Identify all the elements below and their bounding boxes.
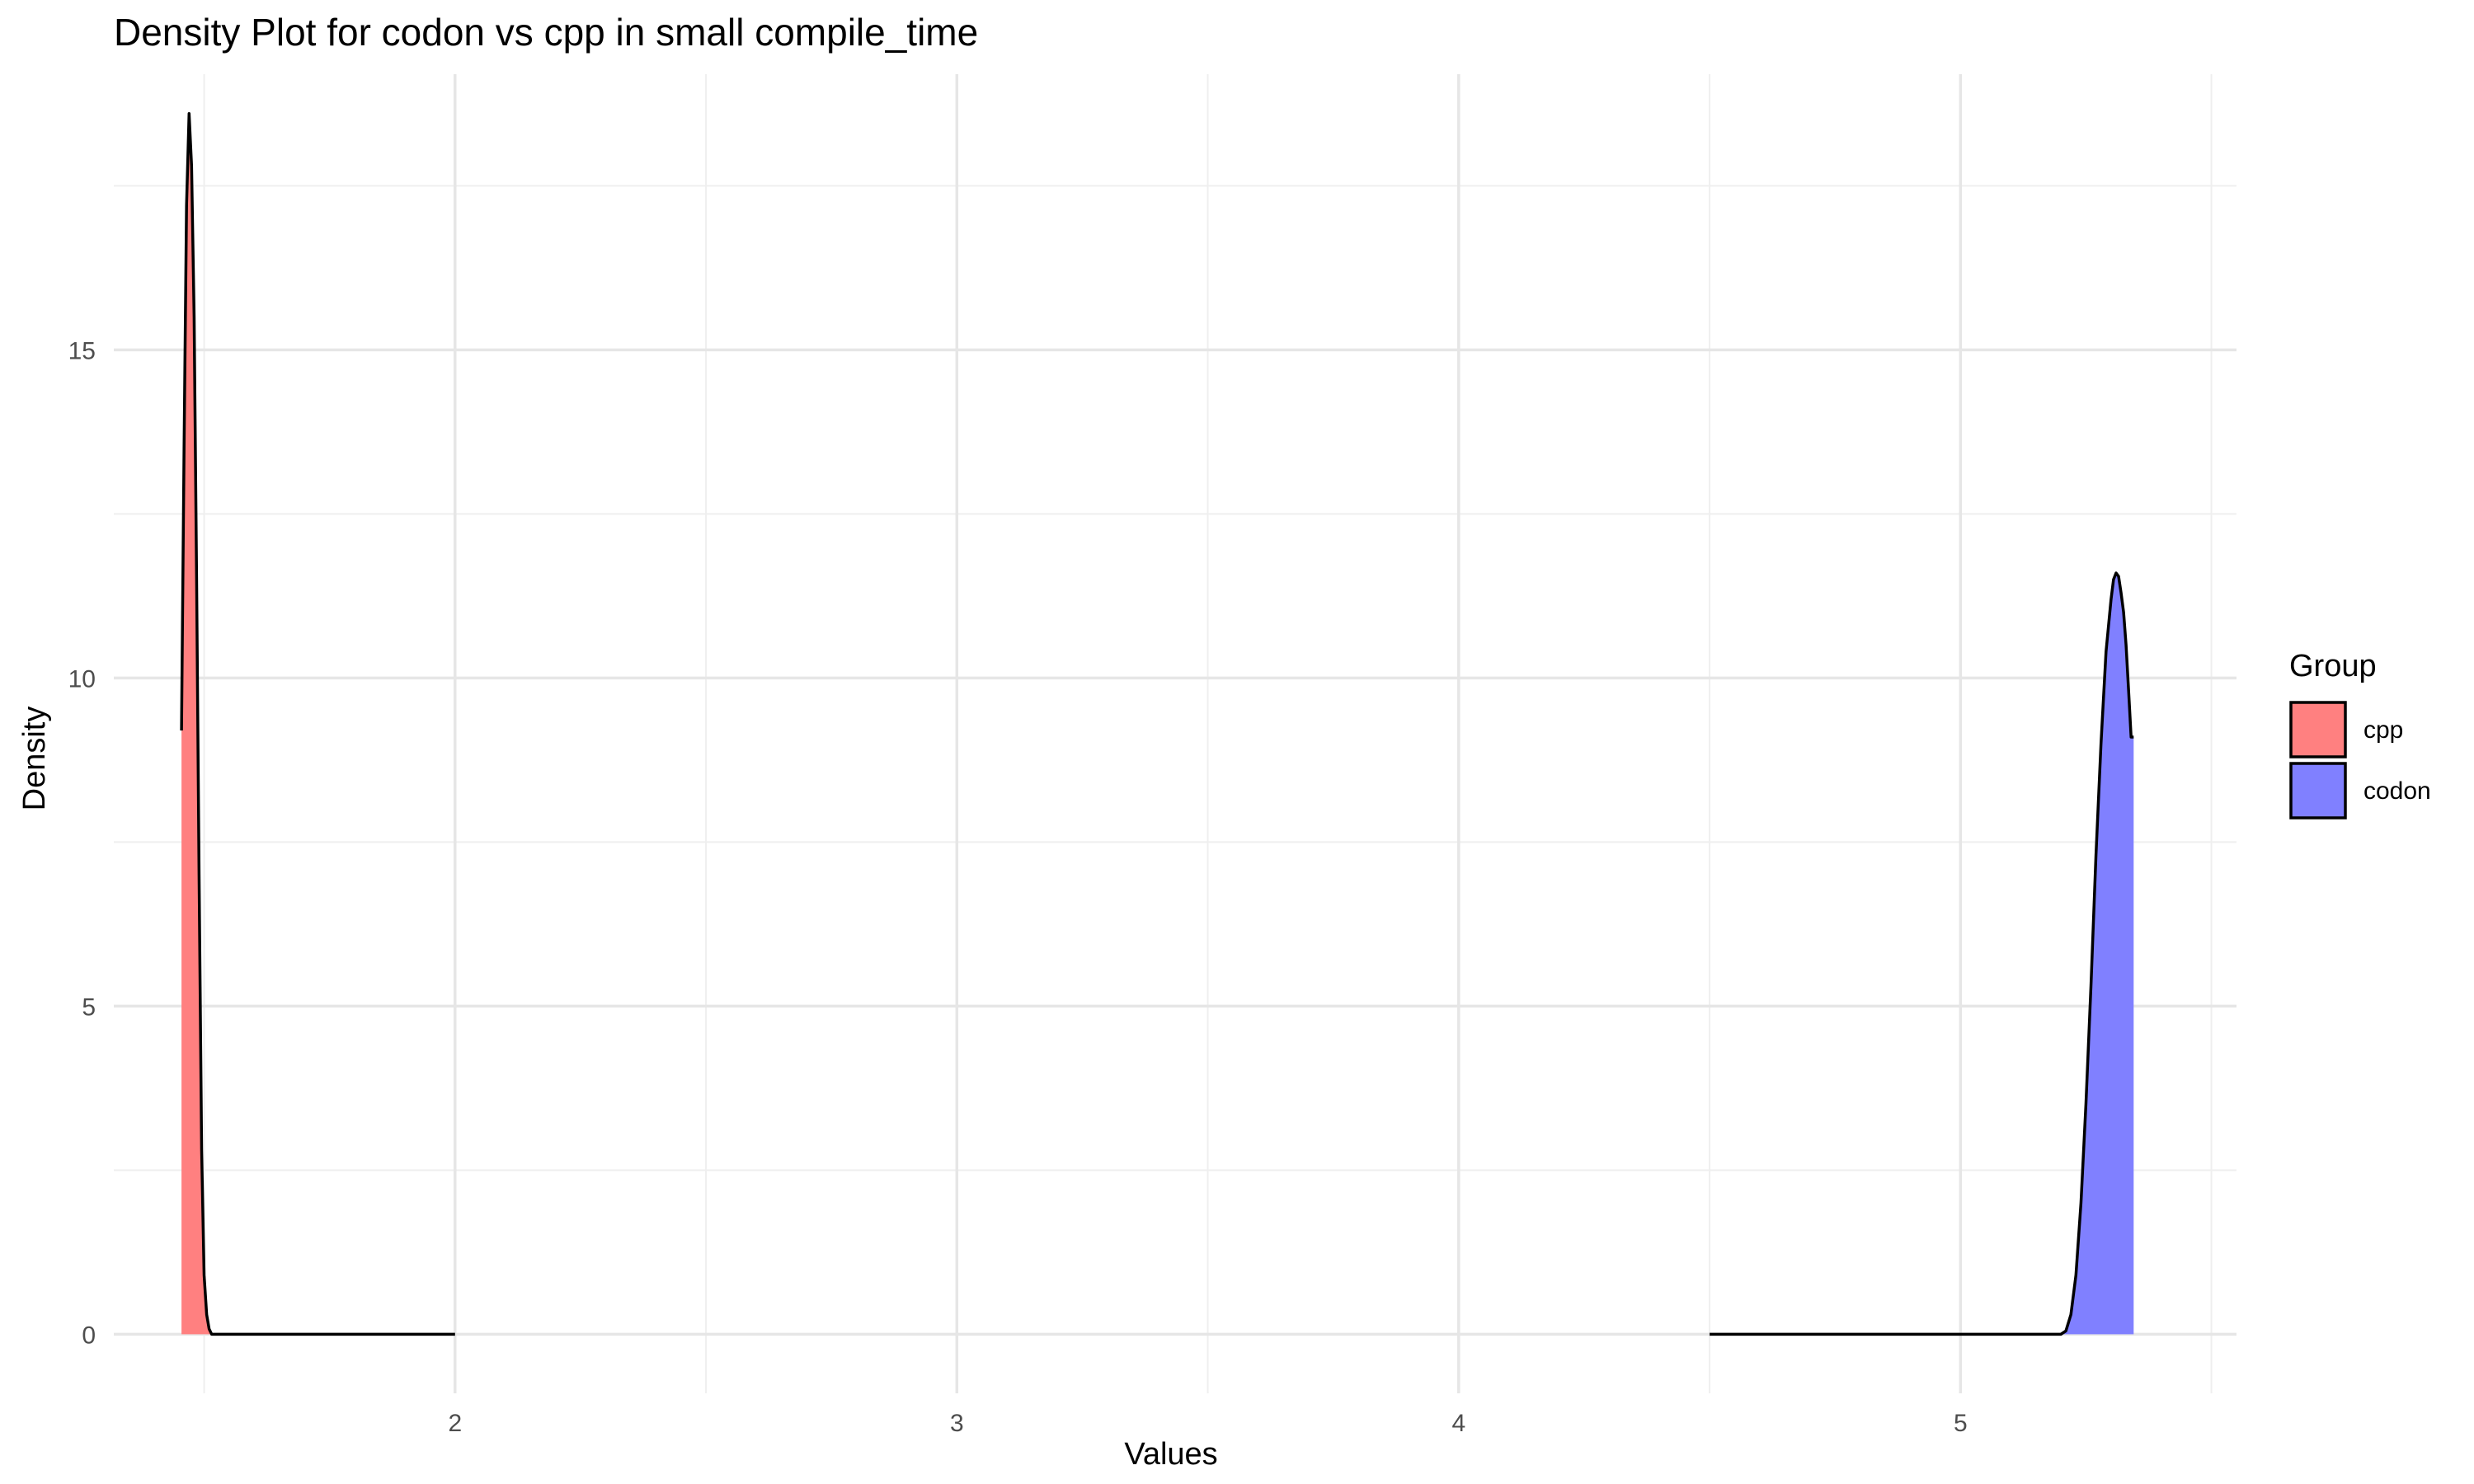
chart-title: Density Plot for codon vs cpp in small c… (114, 11, 979, 54)
y-tick-label: 5 (82, 993, 96, 1021)
y-axis-tick-labels: 0 5 10 15 (68, 337, 96, 1349)
y-tick-label: 0 (82, 1322, 96, 1349)
density-area-cpp (181, 113, 455, 1335)
legend-label-codon: codon (2363, 777, 2431, 805)
minor-gridlines (114, 74, 2236, 1393)
y-axis-title: Density (17, 707, 52, 811)
density-line-codon (1710, 571, 2134, 1336)
x-tick-label: 3 (950, 1410, 964, 1437)
legend: Group cpp codon (2289, 649, 2431, 819)
x-axis-tick-labels: 2 3 4 5 (448, 1410, 1967, 1437)
legend-key-codon (2289, 762, 2347, 819)
y-tick-label: 10 (68, 665, 96, 693)
y-tick-label: 15 (68, 337, 96, 364)
x-axis-title: Values (1124, 1437, 1217, 1472)
x-tick-label: 5 (1954, 1410, 1968, 1437)
density-line-cpp (180, 112, 455, 1336)
legend-label-cpp: cpp (2363, 716, 2403, 744)
legend-title: Group (2289, 649, 2377, 683)
legend-key-cpp (2289, 701, 2347, 758)
density-area-codon (1710, 573, 2134, 1335)
major-gridlines (114, 74, 2236, 1393)
x-tick-label: 4 (1451, 1410, 1465, 1437)
x-tick-label: 2 (448, 1410, 462, 1437)
density-areas (180, 112, 2134, 1336)
